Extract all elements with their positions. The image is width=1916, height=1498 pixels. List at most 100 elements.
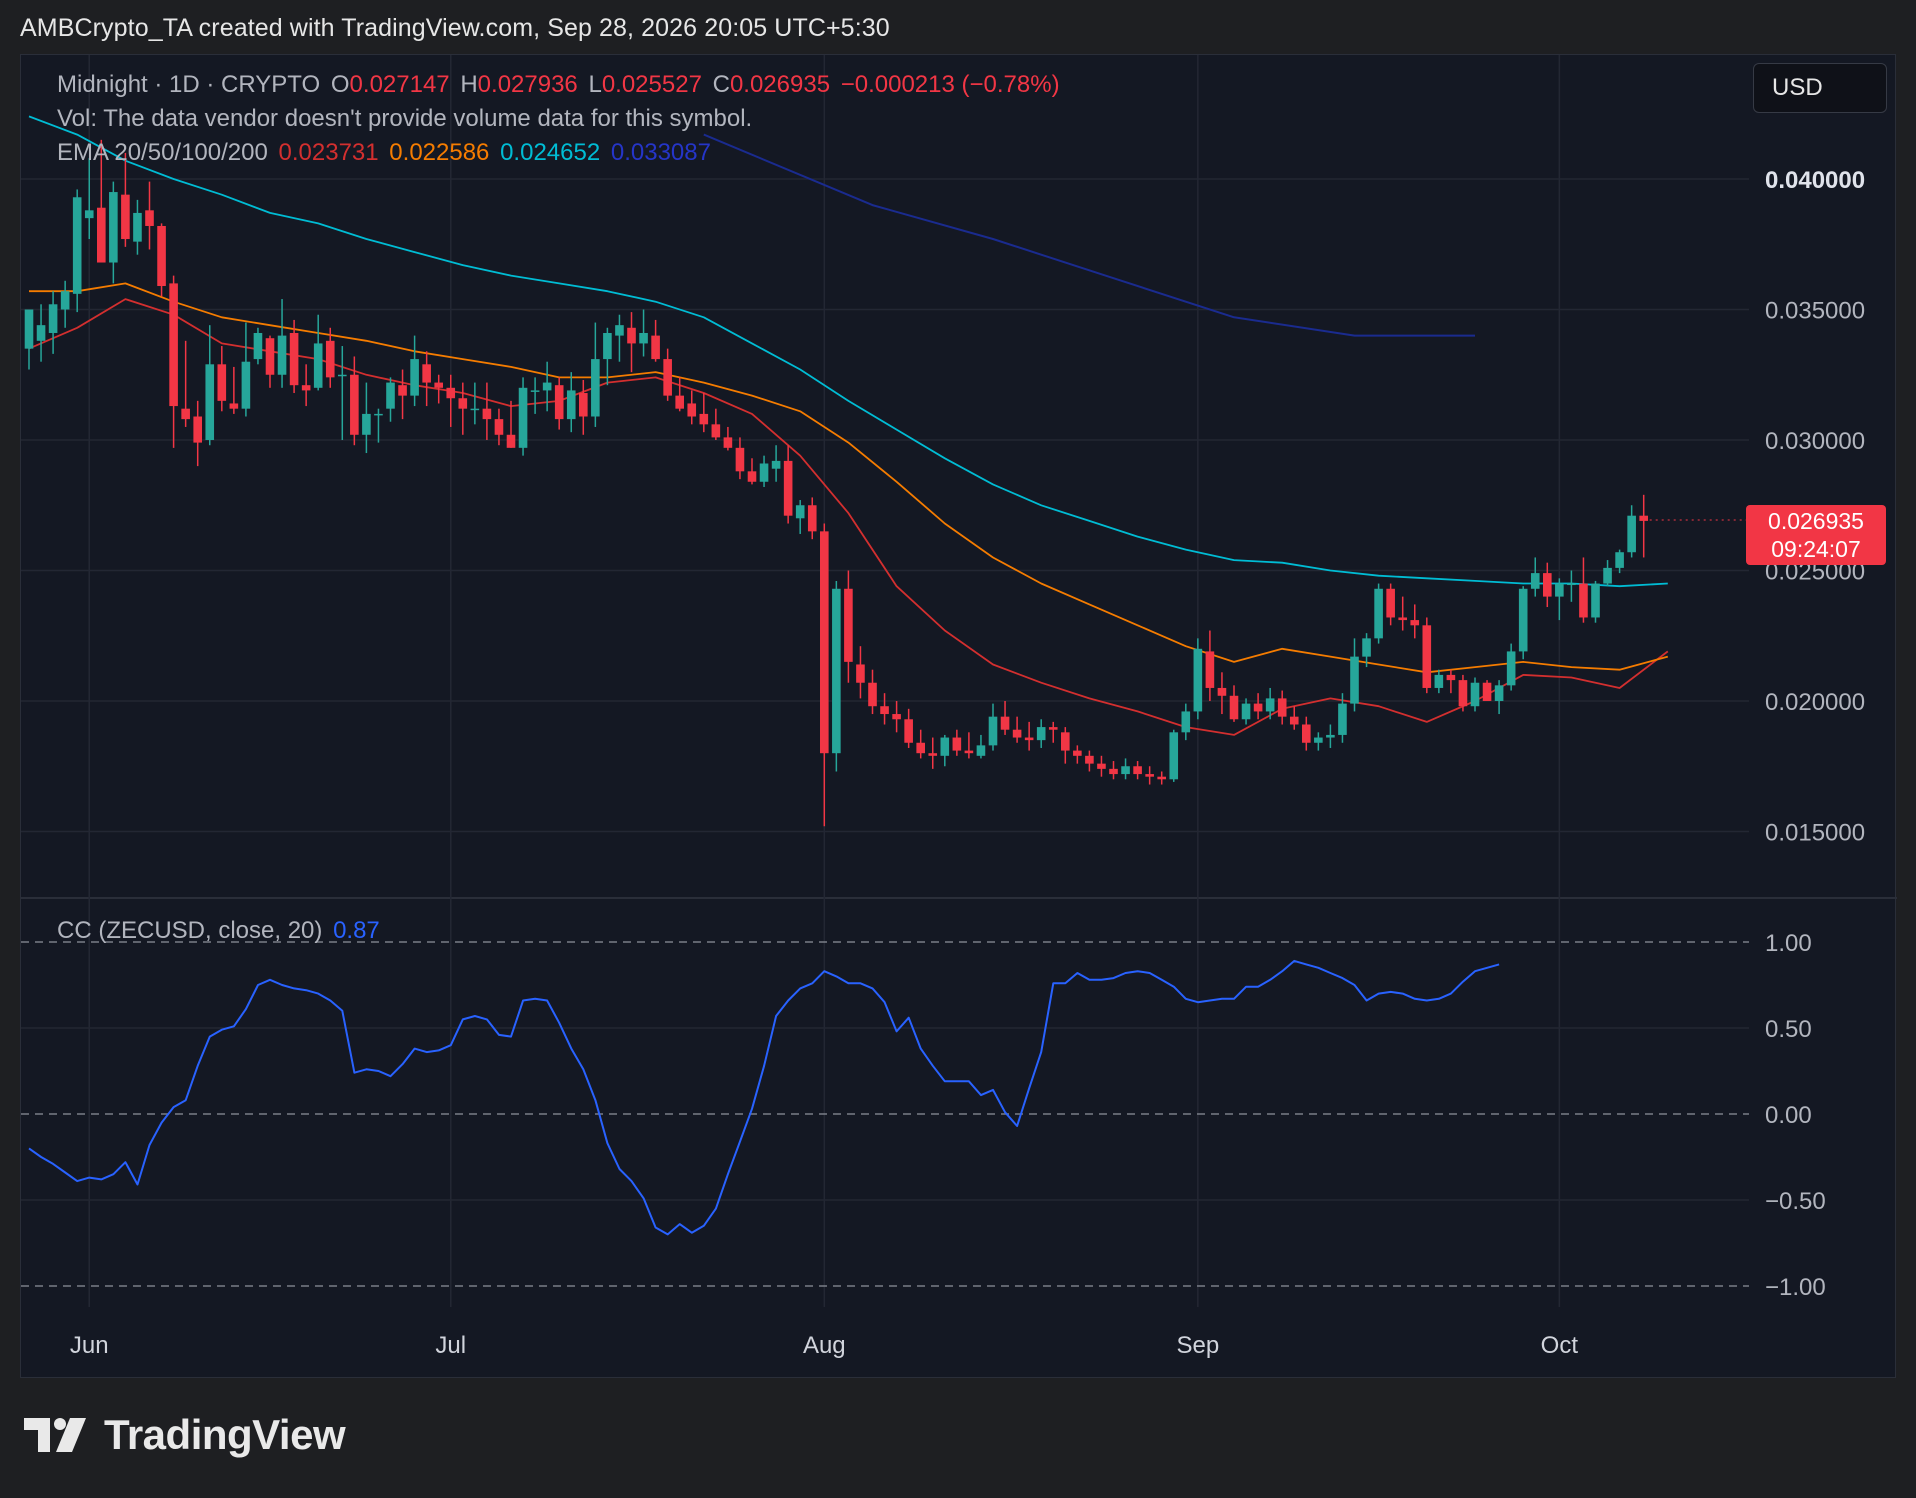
candle [892,701,901,733]
candle [856,646,865,699]
candle [1362,633,1371,668]
candle [1374,583,1383,644]
candle-body [807,505,817,532]
candle [494,408,504,446]
candle-body [759,463,769,482]
candle [1061,727,1070,764]
candle [1398,596,1407,631]
candle-body [530,390,540,392]
candle-body [325,340,335,378]
footer-brand: TradingView [104,1411,346,1458]
candle [868,669,877,715]
candle [24,309,34,370]
ema100-value: 0.024652 [500,139,601,166]
cc-legend[interactable]: CC (ZECUSD, close, 20) 0.87 [57,917,384,945]
candle [253,327,263,365]
candle-body [771,460,781,469]
candle-body [1085,755,1094,764]
candle [157,223,166,297]
candle [807,497,817,540]
candle [1109,761,1118,780]
ema50-line [29,282,1669,674]
candle [398,369,407,420]
candle-layer [24,139,1648,827]
chart-svg[interactable]: 0.0400000.0350000.0300000.0250000.020000… [21,55,1897,1379]
ema-legend[interactable]: EMA 20/50/100/200 0.023731 0.022586 0.02… [57,139,715,167]
ohlc-legend[interactable]: Midnight · 1D · CRYPTO O0.027147 H0.0279… [57,71,1064,99]
candle [699,393,709,433]
candle-body [591,359,600,417]
candle [832,580,841,772]
candle-body [1205,651,1215,688]
time-tick-label: Jun [70,1332,109,1359]
footer-logo[interactable]: TradingView [24,1410,346,1460]
candle-body [1036,727,1046,741]
candle-body [1627,515,1636,553]
candle [1555,578,1564,621]
candle-body [1012,729,1022,738]
candle [1169,729,1179,782]
candle-body [1470,682,1480,707]
ema-label[interactable]: EMA 20/50/100/200 [57,139,268,166]
candle-body [277,335,287,375]
cc-label[interactable]: CC (ZECUSD, close, 20) [57,917,323,944]
candle-body [1314,737,1323,743]
candle [1193,638,1203,720]
candle-body [735,447,745,472]
candle-body [1374,588,1383,639]
candle [133,199,142,255]
candle-body [940,737,950,756]
candle [663,348,672,401]
candle-body [1277,698,1287,717]
candle [952,729,962,756]
candle [1241,698,1251,725]
candle-body [48,304,58,333]
candle [964,732,974,759]
candle [1289,706,1299,730]
candle-body [651,335,660,360]
candle-body [1446,674,1456,681]
candle [338,346,347,440]
candle-body [880,706,889,715]
candle-body [1326,734,1335,738]
candle [1000,701,1010,735]
candle-body [422,364,431,383]
candle-body [663,359,672,396]
candle [1265,687,1275,720]
candle-body [1181,711,1191,733]
candle-body [1241,703,1251,720]
candle-body [639,332,648,344]
candle-body [121,194,130,240]
candle [193,400,202,467]
chart-frame[interactable]: 0.040000 0.035000 0.030000 0.025000 0.020000… [20,54,1897,1379]
candle-body [1338,703,1347,735]
candle [1145,766,1154,785]
cc-tick-label: −0.50 [1765,1188,1826,1215]
candle-body [1061,732,1070,751]
candle-body [892,714,901,720]
price-tick-label: 0.020000 [1765,689,1865,716]
candle-body [844,588,853,662]
candle-body [1615,552,1624,568]
candle [1097,755,1106,777]
candle-body [1518,588,1528,652]
candle [1482,680,1492,701]
candle [1446,669,1456,694]
candle [350,356,359,446]
symbol-label[interactable]: Midnight · 1D · CRYPTO [57,71,321,98]
candle-body [181,408,190,420]
candle [84,158,94,240]
candle-body [350,374,359,435]
candle-body [868,682,877,707]
currency-button[interactable]: USD [1753,63,1887,113]
candle-body [1362,638,1371,657]
candle-body [1506,651,1516,686]
candle [795,500,805,534]
candle [687,390,697,425]
candle [1591,580,1600,623]
candle [325,327,335,388]
candle [627,312,636,373]
candle [1217,672,1227,715]
candle-body [313,343,323,388]
cc-tick-label: 1.00 [1765,930,1812,957]
